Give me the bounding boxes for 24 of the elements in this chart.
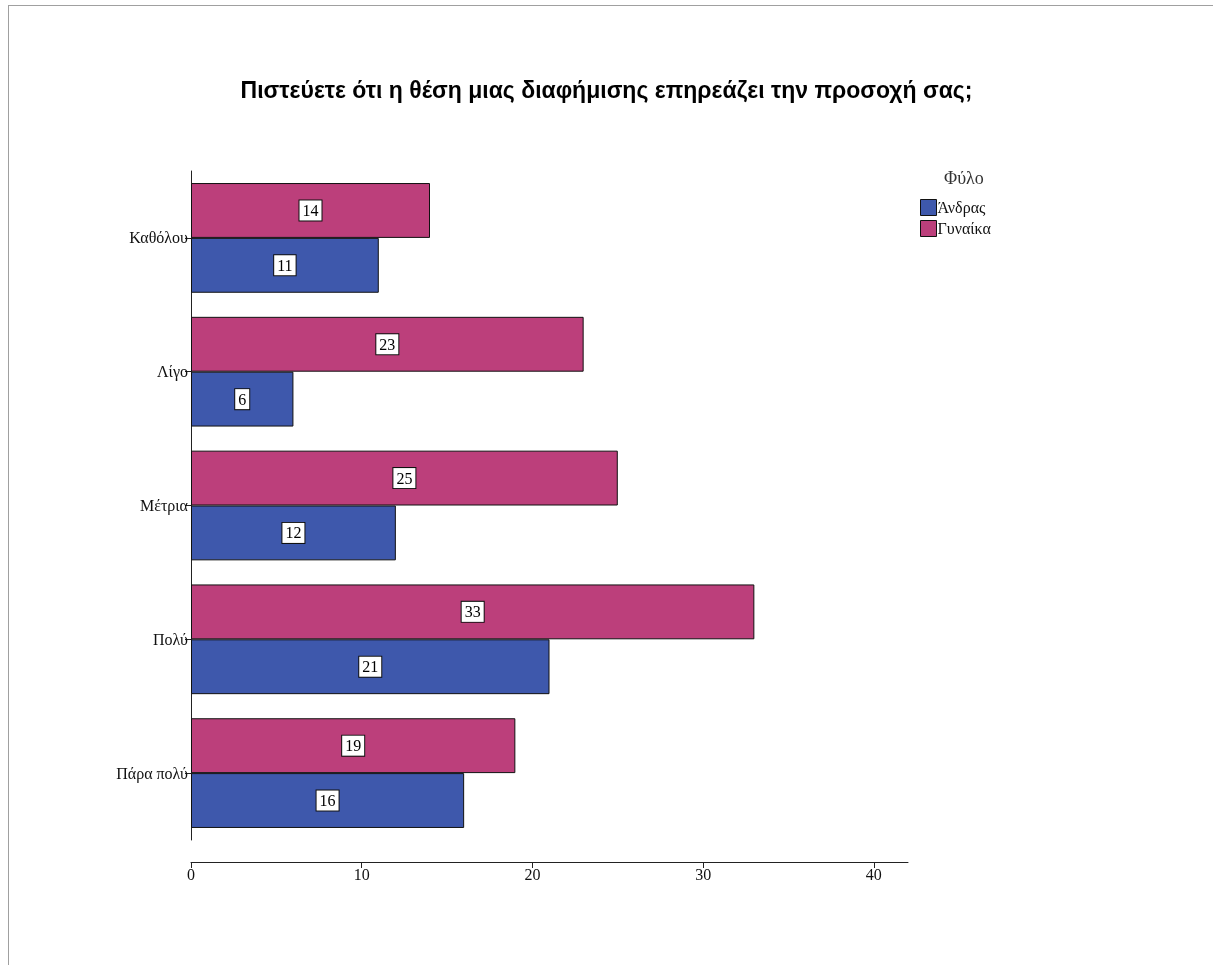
- data-label: 25: [396, 469, 413, 487]
- data-label: 21: [362, 658, 379, 676]
- legend-title: Φύλο: [944, 168, 984, 188]
- data-label: 33: [464, 603, 481, 621]
- legend-label: Άνδρας: [937, 199, 987, 217]
- legend-label: Γυναίκα: [937, 220, 992, 237]
- y-tick-label: Καθόλου: [129, 229, 189, 247]
- x-tick-label: 20: [524, 865, 541, 883]
- x-tick-label: 0: [187, 865, 195, 883]
- x-tick-label: 10: [353, 865, 370, 883]
- data-label: 11: [277, 256, 293, 274]
- data-label: 6: [238, 390, 247, 408]
- y-tick-label: Πολύ: [153, 630, 189, 648]
- x-tick-label: 30: [695, 865, 712, 883]
- y-tick-label: Λίγο: [157, 363, 188, 382]
- x-tick-label: 40: [865, 865, 882, 883]
- y-tick-label: Πάρα πολύ: [116, 764, 189, 783]
- data-label: 12: [285, 524, 302, 542]
- data-label: 19: [345, 737, 362, 755]
- y-tick-label: Μέτρια: [139, 497, 189, 515]
- chart-title: Πιστεύετε ότι η θέση μιας διαφήμισης επηρεάζει την προσοχή σας;: [240, 76, 973, 103]
- data-label: 16: [319, 792, 336, 810]
- data-label: 23: [379, 335, 396, 353]
- data-label: 14: [302, 201, 319, 219]
